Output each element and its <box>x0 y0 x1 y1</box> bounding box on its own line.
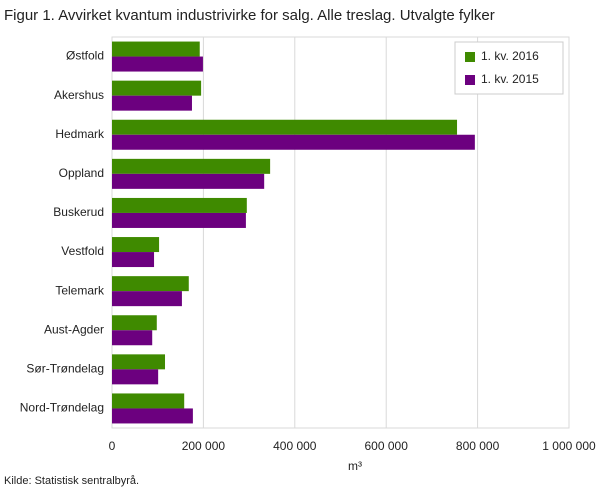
x-tick-label: 1 000 000 <box>542 439 596 453</box>
y-tick-label: Hedmark <box>55 127 105 141</box>
source: Kilde: Statistisk sentralbyrå. <box>4 475 139 487</box>
bar <box>112 80 202 96</box>
x-tick-label: 800 000 <box>456 439 500 453</box>
y-tick-label: Sør-Trøndelag <box>26 362 104 376</box>
bar <box>112 330 153 346</box>
x-axis-label: m³ <box>348 459 362 473</box>
bar <box>112 315 157 331</box>
bar <box>112 252 155 268</box>
x-tick-label: 0 <box>109 439 116 453</box>
legend-box <box>454 41 564 95</box>
legend-swatch <box>465 52 475 62</box>
bar <box>112 291 182 307</box>
legend-label: 1. kv. 2016 <box>481 49 539 63</box>
x-tick-label: 400 000 <box>273 439 317 453</box>
plot-frame <box>111 36 570 429</box>
y-tick-label: Buskerud <box>53 205 104 219</box>
bar <box>112 158 271 174</box>
bar <box>112 119 458 135</box>
bar <box>112 56 203 72</box>
bar <box>112 41 200 57</box>
y-tick-label: Akershus <box>54 88 104 102</box>
y-tick-label: Telemark <box>55 283 105 297</box>
y-tick-label: Oppland <box>59 166 104 180</box>
bar <box>112 173 265 189</box>
x-tick-label: 600 000 <box>365 439 409 453</box>
bar <box>112 197 247 213</box>
x-tick-label: 200 000 <box>182 439 226 453</box>
y-tick-label: Østfold <box>66 49 104 63</box>
bar <box>112 369 159 385</box>
bar <box>112 95 192 111</box>
legend-swatch <box>465 75 475 85</box>
legend-label: 1. kv. 2015 <box>481 72 539 86</box>
bar <box>112 354 166 370</box>
y-tick-label: Aust-Agder <box>44 322 104 336</box>
bar <box>112 276 189 292</box>
bar <box>112 408 193 424</box>
bar <box>112 212 246 228</box>
bar <box>112 393 185 409</box>
bar <box>112 134 475 150</box>
chart-title: Figur 1. Avvirket kvantum industrivirke … <box>4 7 495 24</box>
bar <box>112 237 160 253</box>
y-tick-label: Vestfold <box>61 244 104 258</box>
y-tick-label: Nord-Trøndelag <box>20 401 104 415</box>
